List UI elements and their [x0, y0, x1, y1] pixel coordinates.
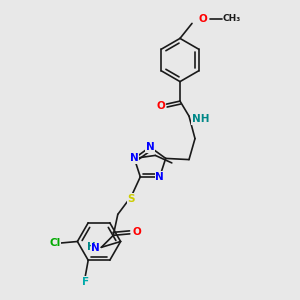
Text: F: F	[82, 277, 89, 287]
Text: S: S	[128, 194, 135, 204]
Text: N: N	[146, 142, 154, 152]
Text: O: O	[133, 227, 142, 237]
Text: CH₃: CH₃	[223, 14, 241, 23]
Text: N: N	[130, 153, 139, 164]
Text: O: O	[198, 14, 207, 24]
Text: NH: NH	[192, 114, 209, 124]
Text: N: N	[155, 172, 164, 182]
Text: O: O	[156, 100, 165, 111]
Text: Cl: Cl	[49, 238, 61, 248]
Text: H: H	[87, 242, 95, 252]
Text: N: N	[91, 243, 100, 253]
